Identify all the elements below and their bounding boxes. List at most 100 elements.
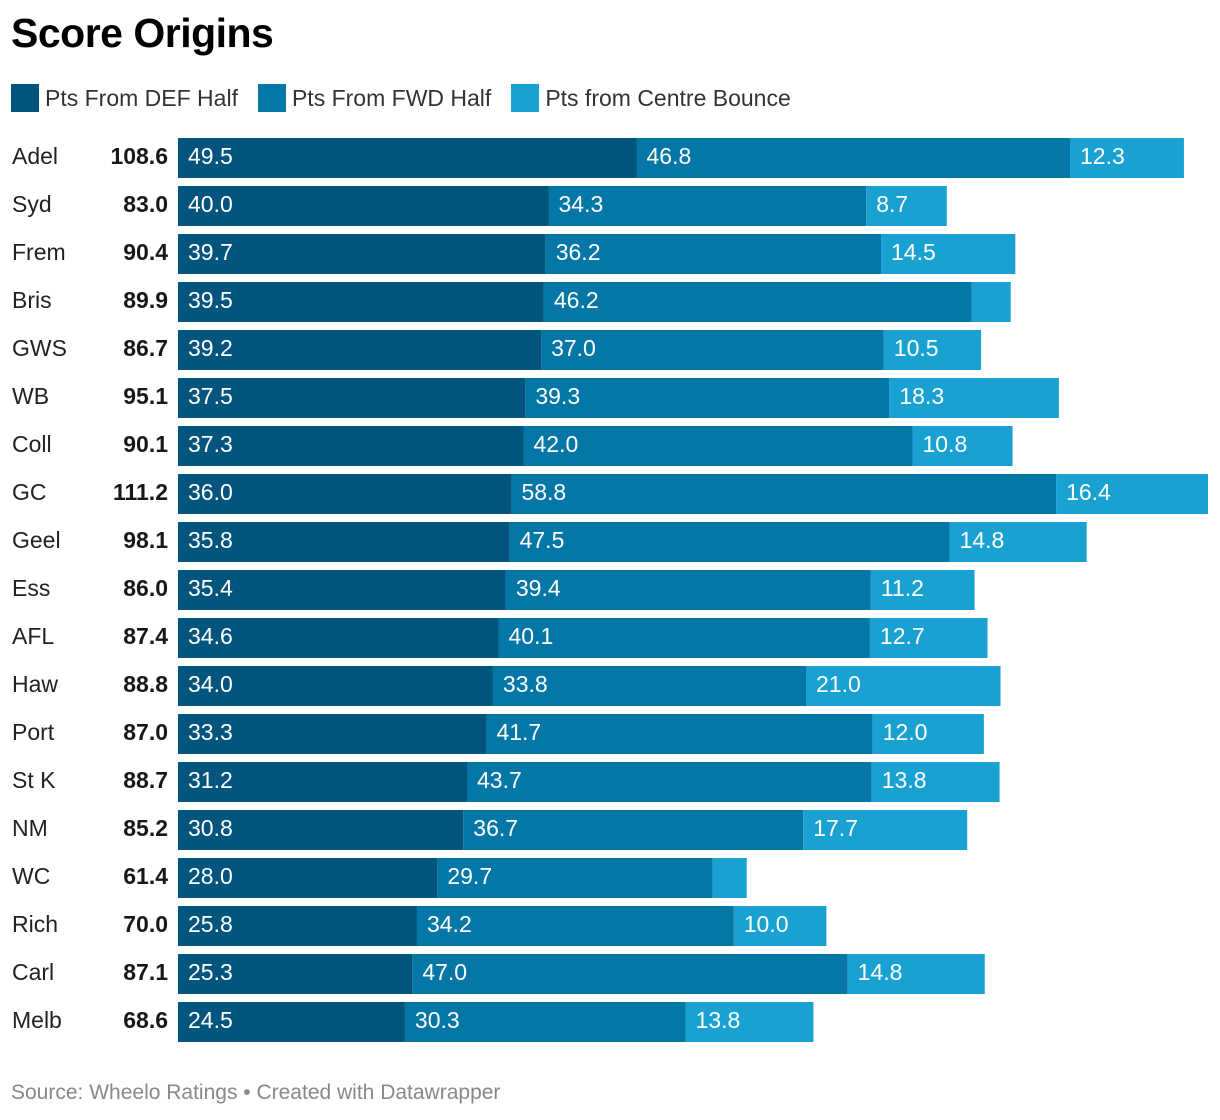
value-label-centre-bounce-syd: 8.7 <box>876 191 908 217</box>
bar-centre-bounce-melb <box>685 1002 814 1042</box>
row-label-port: Port <box>12 719 55 745</box>
row-label-carl: Carl <box>12 959 54 985</box>
value-label-fwd-half-coll: 42.0 <box>533 431 578 457</box>
total-label-wb: 95.1 <box>123 383 168 409</box>
total-label-nm: 85.2 <box>123 815 168 841</box>
total-label-ess: 86.0 <box>123 575 168 601</box>
row-label-melb: Melb <box>12 1007 62 1033</box>
row-label-geel: Geel <box>12 527 61 553</box>
value-label-def-half-gws: 39.2 <box>188 335 233 361</box>
total-label-carl: 87.1 <box>123 959 168 985</box>
bar-centre-bounce-rich <box>733 906 827 946</box>
bar-centre-bounce-carl <box>847 954 985 994</box>
value-label-def-half-rich: 25.8 <box>188 911 233 937</box>
bar-def-half-bris <box>178 282 544 322</box>
bar-fwd-half-gws <box>541 330 884 370</box>
bar-def-half-ess <box>178 570 506 610</box>
legend-swatch-centre-bounce <box>511 84 540 112</box>
bar-fwd-half-melb <box>404 1002 686 1042</box>
value-label-fwd-half-wc: 29.7 <box>447 863 492 889</box>
value-label-centre-bounce-gc: 16.4 <box>1066 479 1111 505</box>
value-label-fwd-half-adel: 46.8 <box>646 143 691 169</box>
bar-fwd-half-adel <box>636 138 1070 178</box>
value-label-fwd-half-frem: 36.2 <box>556 239 601 265</box>
total-label-gws: 86.7 <box>123 335 168 361</box>
bar-def-half-coll <box>178 426 524 466</box>
legend-label-fwd-half: Pts From FWD Half <box>291 84 492 111</box>
value-label-centre-bounce-coll: 10.8 <box>923 431 968 457</box>
value-label-centre-bounce-adel: 12.3 <box>1080 143 1125 169</box>
legend-item-def-half: Pts From DEF Half <box>11 84 238 112</box>
value-label-centre-bounce-afl: 12.7 <box>880 623 925 649</box>
bar-centre-bounce-wc <box>712 858 747 898</box>
bar-centre-bounce-gws <box>883 330 982 370</box>
bar-centre-bounce-nm <box>803 810 968 850</box>
bar-fwd-half-afl <box>498 618 870 658</box>
legend-label-def-half: Pts From DEF Half <box>45 84 238 111</box>
total-label-haw: 88.8 <box>123 671 168 697</box>
row-label-nm: NM <box>12 815 48 841</box>
value-label-fwd-half-bris: 46.2 <box>554 287 599 313</box>
row-label-coll: Coll <box>12 431 52 457</box>
bar-fwd-half-ess <box>505 570 871 610</box>
value-label-def-half-ess: 35.4 <box>188 575 233 601</box>
bar-fwd-half-coll <box>523 426 913 466</box>
legend-label-centre-bounce: Pts from Centre Bounce <box>545 84 791 111</box>
total-label-st-k: 88.7 <box>123 767 168 793</box>
chart-title: Score Origins <box>11 10 274 56</box>
bar-centre-bounce-wb <box>889 378 1059 418</box>
bar-def-half-carl <box>178 954 413 994</box>
bar-centre-bounce-gc <box>1056 474 1208 514</box>
bar-centre-bounce-adel <box>1069 138 1184 178</box>
bar-centre-bounce-syd <box>866 186 947 226</box>
bar-def-half-rich <box>178 906 417 946</box>
bar-centre-bounce-st-k <box>871 762 1000 802</box>
value-label-fwd-half-rich: 34.2 <box>427 911 472 937</box>
value-label-centre-bounce-gws: 10.5 <box>894 335 939 361</box>
bar-def-half-nm <box>178 810 464 850</box>
row-label-wb: WB <box>12 383 49 409</box>
bar-def-half-haw <box>178 666 493 706</box>
row-label-rich: Rich <box>12 911 58 937</box>
value-label-centre-bounce-wb: 18.3 <box>899 383 944 409</box>
row-label-st-k: St K <box>12 767 56 793</box>
bar-centre-bounce-geel <box>949 522 1087 562</box>
bar-fwd-half-nm <box>463 810 804 850</box>
row-label-gc: GC <box>12 479 47 505</box>
total-label-syd: 83.0 <box>123 191 168 217</box>
source-credit: Source: Wheelo Ratings • Created with Da… <box>11 1081 501 1104</box>
row-label-frem: Frem <box>12 239 66 265</box>
value-label-centre-bounce-ess: 11.2 <box>881 575 924 601</box>
value-label-fwd-half-wb: 39.3 <box>535 383 580 409</box>
bar-def-half-port <box>178 714 487 754</box>
legend-item-fwd-half: Pts From FWD Half <box>257 84 492 112</box>
value-label-centre-bounce-haw: 21.0 <box>816 671 861 697</box>
value-label-def-half-geel: 35.8 <box>188 527 233 553</box>
row-label-syd: Syd <box>12 191 52 217</box>
bar-def-half-adel <box>178 138 637 178</box>
bar-centre-bounce-port <box>872 714 984 754</box>
value-label-def-half-bris: 39.5 <box>188 287 233 313</box>
bar-def-half-wc <box>178 858 438 898</box>
bar-fwd-half-bris <box>543 282 972 322</box>
bar-centre-bounce-ess <box>870 570 975 610</box>
value-label-centre-bounce-melb: 13.8 <box>696 1007 741 1033</box>
value-label-fwd-half-ess: 39.4 <box>516 575 561 601</box>
value-label-fwd-half-haw: 33.8 <box>503 671 548 697</box>
value-label-def-half-melb: 24.5 <box>188 1007 233 1033</box>
value-label-def-half-frem: 39.7 <box>188 239 233 265</box>
bar-centre-bounce-bris <box>971 282 1011 322</box>
value-label-fwd-half-st-k: 43.7 <box>477 767 522 793</box>
value-label-def-half-afl: 34.6 <box>188 623 233 649</box>
total-label-frem: 90.4 <box>123 239 168 265</box>
value-label-fwd-half-carl: 47.0 <box>422 959 467 985</box>
bar-fwd-half-st-k <box>466 762 872 802</box>
bar-def-half-gws <box>178 330 542 370</box>
total-label-port: 87.0 <box>123 719 168 745</box>
bar-fwd-half-rich <box>416 906 734 946</box>
value-label-def-half-syd: 40.0 <box>188 191 233 217</box>
bar-def-half-frem <box>178 234 546 274</box>
value-label-centre-bounce-rich: 10.0 <box>744 911 789 937</box>
bar-def-half-geel <box>178 522 510 562</box>
value-label-centre-bounce-port: 12.0 <box>883 719 928 745</box>
